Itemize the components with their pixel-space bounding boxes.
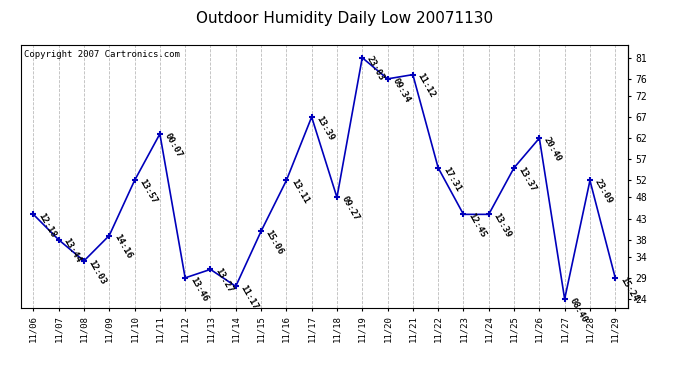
Text: 13:11: 13:11 — [289, 178, 311, 206]
Text: 12:45: 12:45 — [466, 211, 487, 239]
Text: 13:46: 13:46 — [188, 275, 209, 303]
Text: 12:18: 12:18 — [36, 211, 57, 239]
Text: 09:27: 09:27 — [339, 195, 361, 222]
Text: 20:40: 20:40 — [542, 135, 563, 163]
Text: Outdoor Humidity Daily Low 20071130: Outdoor Humidity Daily Low 20071130 — [197, 11, 493, 26]
Text: 23:09: 23:09 — [593, 178, 614, 206]
Text: 13:44: 13:44 — [61, 237, 83, 265]
Text: 08:40: 08:40 — [567, 296, 589, 324]
Text: Copyright 2007 Cartronics.com: Copyright 2007 Cartronics.com — [23, 50, 179, 59]
Text: 15:06: 15:06 — [264, 228, 285, 256]
Text: 12:03: 12:03 — [87, 258, 108, 286]
Text: 14:16: 14:16 — [112, 233, 133, 261]
Text: 15:24: 15:24 — [618, 275, 639, 303]
Text: 23:03: 23:03 — [365, 55, 386, 83]
Text: 13:57: 13:57 — [137, 178, 159, 206]
Text: 13:37: 13:37 — [517, 165, 538, 193]
Text: 13:27: 13:27 — [213, 267, 235, 294]
Text: 17:31: 17:31 — [441, 165, 462, 193]
Text: 00:07: 00:07 — [163, 131, 184, 159]
Text: 13:39: 13:39 — [315, 114, 335, 142]
Text: 09:34: 09:34 — [391, 76, 411, 104]
Text: 13:39: 13:39 — [491, 211, 513, 239]
Text: 11:12: 11:12 — [415, 72, 437, 100]
Text: 11:17: 11:17 — [239, 284, 259, 311]
